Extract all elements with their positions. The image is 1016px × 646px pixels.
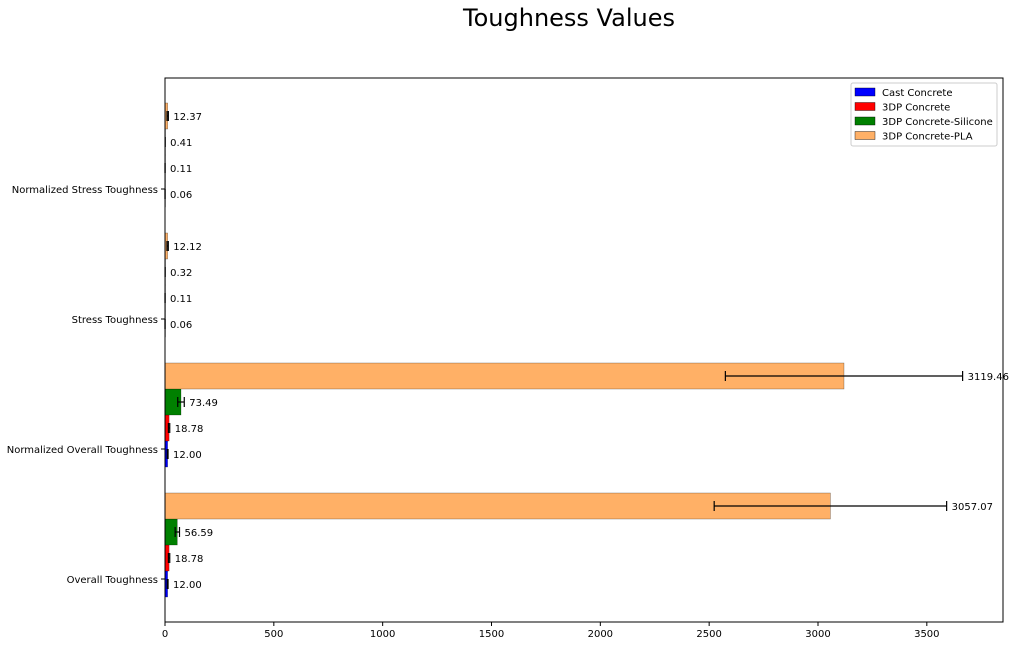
- x-tick-label: 3500: [914, 629, 939, 640]
- legend-swatch: [854, 131, 876, 140]
- error-bar-3dp-concrete-pla-stress-toughness: [166, 241, 169, 251]
- error-bar-3dp-concrete-pla-overall-toughness: [713, 501, 948, 511]
- legend-swatch: [854, 87, 876, 97]
- error-bar-3dp-concrete-pla-normalized-stress-toughness: [166, 111, 169, 121]
- legend-swatch: [854, 102, 876, 111]
- error-bar-3dp-concrete-normalized-overall-toughness: [167, 423, 171, 433]
- x-tick-label: 2500: [696, 629, 721, 640]
- error-bar-cast-concrete-normalized-overall-toughness: [166, 449, 169, 459]
- data-label-3dp-concrete-silicone-normalized-stress-toughness: 0.41: [170, 138, 192, 149]
- x-tick-label: 3000: [805, 629, 830, 640]
- legend-label: 3DP Concrete-Silicone: [882, 117, 993, 128]
- data-label-3dp-concrete-stress-toughness: 0.11: [170, 294, 192, 305]
- legend-swatch: [854, 116, 876, 126]
- data-label-cast-concrete-normalized-overall-toughness: 12.00: [173, 450, 202, 461]
- data-label-3dp-concrete-silicone-normalized-overall-toughness: 73.49: [189, 398, 218, 409]
- data-label-3dp-concrete-pla-overall-toughness: 3057.07: [952, 502, 993, 513]
- data-label-3dp-concrete-pla-normalized-overall-toughness: 3119.46: [968, 372, 1009, 383]
- x-tick-label: 1000: [370, 629, 395, 640]
- x-axis: 0 500 1000 1500 2000 2500 3000 3500: [162, 622, 940, 640]
- legend-item-3dp-concrete-pla: 3DP Concrete-PLA: [854, 131, 973, 143]
- error-bar-3dp-concrete-overall-toughness: [167, 553, 171, 563]
- legend-item-3dp-concrete: 3DP Concrete: [854, 102, 950, 114]
- error-bar-3dp-concrete-silicone-overall-toughness: [174, 527, 181, 537]
- data-label-cast-concrete-overall-toughness: 12.00: [173, 580, 202, 591]
- bars-layer: 12.00 12.00 0.06 0.06 18.78 18.78 0.11 0.11 56.5…: [164, 102, 1009, 598]
- data-label-cast-concrete-stress-toughness: 0.06: [170, 320, 192, 331]
- data-label-cast-concrete-normalized-stress-toughness: 0.06: [170, 190, 192, 201]
- error-bar-cast-concrete-overall-toughness: [166, 579, 169, 589]
- legend-label: 3DP Concrete: [882, 103, 950, 114]
- data-label-3dp-concrete-silicone-stress-toughness: 0.32: [170, 268, 192, 279]
- legend-label: Cast Concrete: [882, 88, 952, 99]
- legend-item-cast-concrete: Cast Concrete: [854, 87, 952, 99]
- chart-title: Toughness Values: [462, 4, 675, 32]
- y-tick-label-stress-toughness: Stress Toughness: [72, 315, 158, 326]
- error-bar-3dp-concrete-silicone-normalized-overall-toughness: [177, 397, 185, 407]
- data-label-3dp-concrete-pla-stress-toughness: 12.12: [173, 242, 202, 253]
- plot-frame: [164, 77, 1004, 623]
- data-label-3dp-concrete-normalized-overall-toughness: 18.78: [175, 424, 204, 435]
- x-tick-label: 1500: [479, 629, 504, 640]
- y-tick-label-overall-toughness: Overall Toughness: [67, 575, 158, 586]
- legend-box: [850, 82, 998, 147]
- legend-item-3dp-concrete-silicone: 3DP Concrete-Silicone: [854, 116, 993, 128]
- data-label-3dp-concrete-normalized-stress-toughness: 0.11: [170, 164, 192, 175]
- x-tick-label: 500: [264, 629, 283, 640]
- x-tick-label: 0: [162, 629, 168, 640]
- data-label-3dp-concrete-silicone-overall-toughness: 56.59: [184, 528, 213, 539]
- x-tick-label: 2000: [588, 629, 613, 640]
- y-tick-label-normalized-overall-toughness: Normalized Overall Toughness: [7, 445, 158, 456]
- data-label-3dp-concrete-overall-toughness: 18.78: [175, 554, 204, 565]
- y-tick-label-normalized-stress-toughness: Normalized Stress Toughness: [12, 185, 158, 196]
- y-axis: Overall Toughness Normalized Overall Toug…: [7, 185, 165, 586]
- legend: Cast Concrete 3DP Concrete 3DP Concrete-Si…: [850, 82, 998, 147]
- legend-label: 3DP Concrete-PLA: [882, 132, 973, 143]
- data-label-3dp-concrete-pla-normalized-stress-toughness: 12.37: [173, 112, 202, 123]
- error-bar-3dp-concrete-pla-normalized-overall-toughness: [724, 371, 964, 381]
